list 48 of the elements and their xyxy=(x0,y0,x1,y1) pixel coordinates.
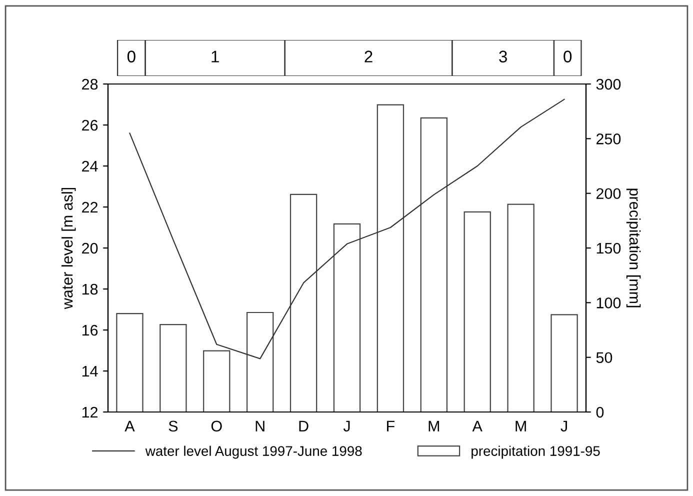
y-tick-label: 24 xyxy=(82,160,98,172)
y-axis-title: water level [m asl] xyxy=(61,188,76,310)
y2-tick-label: 150 xyxy=(596,242,621,254)
line-series xyxy=(129,98,565,360)
y2-axis-title: precipitation [mm] xyxy=(626,188,641,308)
x-tick-label: N xyxy=(256,420,264,432)
bar xyxy=(203,350,230,412)
x-tick-label: F xyxy=(387,420,395,432)
bar xyxy=(333,223,361,412)
x-tick-label: A xyxy=(124,420,135,432)
x-tick-label: J xyxy=(560,420,567,432)
legend-label: water level August 1997-June 1998 xyxy=(145,446,362,459)
x-tick-label: A xyxy=(472,420,482,432)
y2-tick-label: 250 xyxy=(596,134,621,144)
text: 0 xyxy=(127,50,136,62)
y-tick-label: 20 xyxy=(82,242,98,254)
bar xyxy=(550,314,578,412)
bar xyxy=(246,312,274,412)
y-tick-label: 28 xyxy=(82,78,98,90)
bar xyxy=(420,117,448,412)
y-tick-label: 14 xyxy=(82,366,98,377)
y2-tick-label: 100 xyxy=(596,298,621,308)
y-tick-label: 22 xyxy=(82,202,98,213)
bar xyxy=(116,313,144,412)
bar xyxy=(507,204,534,412)
text: 2 xyxy=(364,50,372,62)
y2-tick-label: 300 xyxy=(596,78,621,90)
bar xyxy=(160,324,187,412)
y-tick-label: 26 xyxy=(82,120,98,131)
y2-tick-label: 200 xyxy=(596,188,621,200)
text: 3 xyxy=(499,50,507,62)
bar xyxy=(464,211,491,412)
legend-label: precipitation 1991-95 xyxy=(472,446,600,459)
y-tick-label: 18 xyxy=(82,284,98,295)
y2-tick-label: 0 xyxy=(596,406,604,418)
text: 1 xyxy=(212,50,219,62)
y2-tick-label: 50 xyxy=(596,352,612,364)
x-tick-label: M xyxy=(428,420,440,432)
bar xyxy=(290,194,318,412)
x-tick-label: J xyxy=(343,420,350,432)
x-tick-label: M xyxy=(516,420,526,432)
x-tick-label: O xyxy=(211,420,222,432)
x-tick-label: S xyxy=(168,420,178,432)
bar xyxy=(376,104,404,412)
y-tick-label: 12 xyxy=(82,406,98,418)
y-tick-label: 16 xyxy=(82,324,98,336)
text: 0 xyxy=(564,50,572,62)
x-tick-label: D xyxy=(299,420,308,432)
